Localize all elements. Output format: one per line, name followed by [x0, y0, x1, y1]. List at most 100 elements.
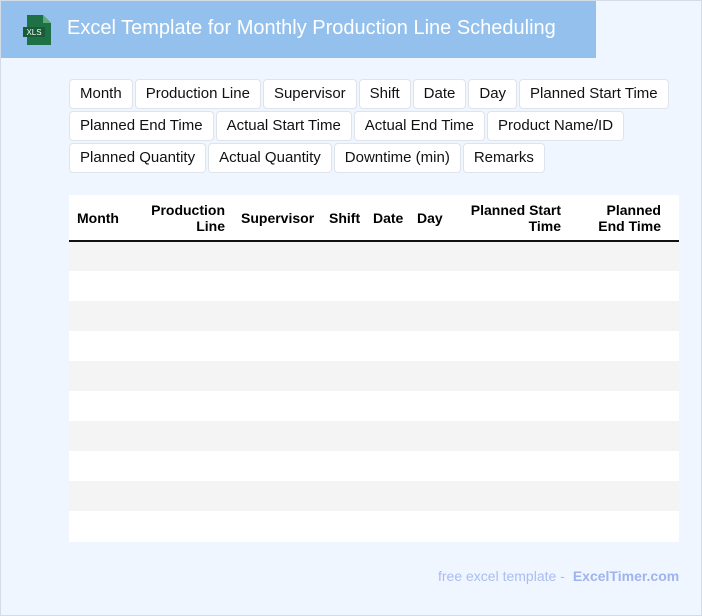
table-cell[interactable] — [131, 241, 233, 271]
schedule-table-container[interactable]: Month Production Line Supervisor Shift Date D… — [69, 195, 679, 542]
table-cell[interactable] — [321, 241, 365, 271]
table-cell[interactable] — [365, 331, 409, 361]
table-cell[interactable] — [669, 241, 679, 271]
table-cell[interactable] — [131, 391, 233, 421]
table-cell[interactable] — [69, 331, 131, 361]
table-cell[interactable] — [669, 481, 679, 511]
table-cell[interactable] — [409, 511, 449, 541]
table-cell[interactable] — [321, 481, 365, 511]
column-tag[interactable]: Actual Start Time — [215, 111, 352, 141]
table-cell[interactable] — [69, 451, 131, 481]
table-cell[interactable] — [233, 391, 321, 421]
table-cell[interactable] — [69, 241, 131, 271]
column-tag[interactable]: Downtime (min) — [333, 143, 461, 173]
table-cell[interactable] — [233, 301, 321, 331]
table-cell[interactable] — [69, 481, 131, 511]
table-cell[interactable] — [69, 271, 131, 301]
table-cell[interactable] — [365, 421, 409, 451]
table-cell[interactable] — [569, 511, 669, 541]
column-tag[interactable]: Day — [468, 79, 518, 109]
table-cell[interactable] — [449, 271, 569, 301]
table-cell[interactable] — [321, 451, 365, 481]
column-tag[interactable]: Shift — [358, 79, 411, 109]
table-cell[interactable] — [409, 421, 449, 451]
table-cell[interactable] — [233, 481, 321, 511]
table-cell[interactable] — [449, 331, 569, 361]
table-cell[interactable] — [131, 511, 233, 541]
table-cell[interactable] — [669, 391, 679, 421]
table-cell[interactable] — [365, 301, 409, 331]
table-cell[interactable] — [449, 361, 569, 391]
table-cell[interactable] — [321, 361, 365, 391]
table-cell[interactable] — [69, 421, 131, 451]
table-cell[interactable] — [569, 421, 669, 451]
table-cell[interactable] — [321, 271, 365, 301]
table-cell[interactable] — [233, 511, 321, 541]
table-cell[interactable] — [365, 271, 409, 301]
table-cell[interactable] — [233, 241, 321, 271]
table-cell[interactable] — [131, 271, 233, 301]
table-cell[interactable] — [69, 511, 131, 541]
table-cell[interactable] — [669, 271, 679, 301]
table-cell[interactable] — [409, 451, 449, 481]
table-cell[interactable] — [321, 421, 365, 451]
table-cell[interactable] — [69, 391, 131, 421]
table-cell[interactable] — [131, 421, 233, 451]
table-cell[interactable] — [449, 511, 569, 541]
table-cell[interactable] — [131, 331, 233, 361]
table-cell[interactable] — [669, 301, 679, 331]
table-cell[interactable] — [669, 451, 679, 481]
table-cell[interactable] — [569, 331, 669, 361]
table-cell[interactable] — [365, 481, 409, 511]
table-cell[interactable] — [449, 421, 569, 451]
table-cell[interactable] — [233, 271, 321, 301]
column-tag[interactable]: Planned End Time — [69, 111, 214, 141]
table-cell[interactable] — [569, 241, 669, 271]
table-cell[interactable] — [569, 271, 669, 301]
table-cell[interactable] — [365, 391, 409, 421]
table-cell[interactable] — [321, 511, 365, 541]
table-cell[interactable] — [365, 361, 409, 391]
footer-brand-link[interactable]: ExcelTimer.com — [572, 568, 680, 584]
table-cell[interactable] — [321, 301, 365, 331]
table-cell[interactable] — [569, 361, 669, 391]
table-cell[interactable] — [233, 331, 321, 361]
column-tag[interactable]: Date — [412, 79, 467, 109]
column-tag[interactable]: Month — [69, 79, 133, 109]
table-cell[interactable] — [365, 511, 409, 541]
table-cell[interactable] — [409, 271, 449, 301]
table-cell[interactable] — [409, 391, 449, 421]
table-cell[interactable] — [449, 481, 569, 511]
table-cell[interactable] — [131, 301, 233, 331]
table-cell[interactable] — [449, 301, 569, 331]
table-cell[interactable] — [321, 331, 365, 361]
column-tag[interactable]: Remarks — [462, 143, 545, 173]
table-cell[interactable] — [365, 241, 409, 271]
table-cell[interactable] — [131, 481, 233, 511]
table-cell[interactable] — [131, 451, 233, 481]
table-cell[interactable] — [669, 361, 679, 391]
table-cell[interactable] — [449, 241, 569, 271]
table-cell[interactable] — [409, 331, 449, 361]
table-cell[interactable] — [669, 511, 679, 541]
table-cell[interactable] — [669, 421, 679, 451]
table-cell[interactable] — [233, 451, 321, 481]
column-tag[interactable]: Actual End Time — [353, 111, 486, 141]
table-cell[interactable] — [131, 361, 233, 391]
table-cell[interactable] — [569, 391, 669, 421]
table-cell[interactable] — [449, 451, 569, 481]
table-cell[interactable] — [569, 301, 669, 331]
table-cell[interactable] — [409, 301, 449, 331]
table-cell[interactable] — [233, 361, 321, 391]
column-tag[interactable]: Product Name/ID — [487, 111, 625, 141]
table-cell[interactable] — [233, 421, 321, 451]
column-tag[interactable]: Production Line — [134, 79, 261, 109]
table-cell[interactable] — [321, 391, 365, 421]
column-tag[interactable]: Planned Quantity — [69, 143, 207, 173]
table-cell[interactable] — [365, 451, 409, 481]
table-cell[interactable] — [409, 241, 449, 271]
column-tag[interactable]: Planned Start Time — [519, 79, 669, 109]
table-cell[interactable] — [449, 391, 569, 421]
column-tag[interactable]: Actual Quantity — [208, 143, 332, 173]
table-cell[interactable] — [569, 481, 669, 511]
